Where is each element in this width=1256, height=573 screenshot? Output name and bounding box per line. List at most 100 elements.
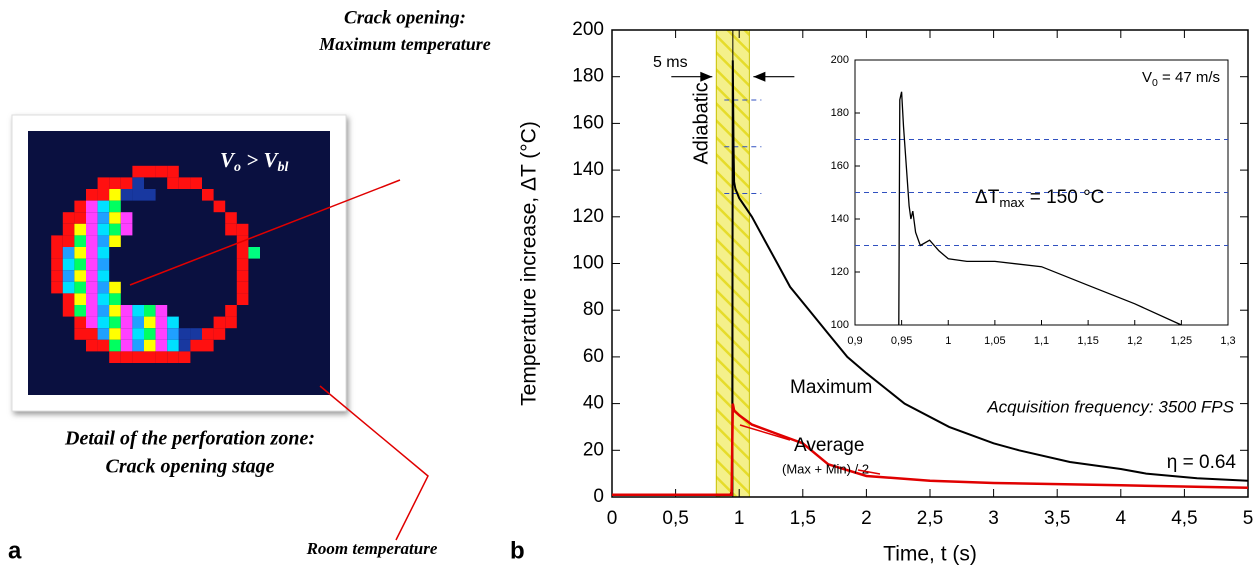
- y-tick-label: 120: [831, 266, 849, 278]
- annotation-part: = 150 °C: [1024, 187, 1104, 208]
- caption: Detail of the perforation zone:: [64, 428, 315, 450]
- pixel: [86, 305, 98, 317]
- annotation: 5 ms: [653, 54, 688, 71]
- pixel: [98, 212, 110, 224]
- x-tick-label: 3,5: [1044, 508, 1070, 529]
- pixel: [86, 247, 98, 259]
- pixel: [63, 235, 75, 247]
- x-tick-label: 0: [607, 508, 618, 529]
- y-tick-label: 180: [831, 107, 849, 119]
- pixel: [167, 340, 179, 352]
- y-tick-label: 60: [583, 346, 604, 367]
- y-tick-label: 140: [831, 213, 849, 225]
- pixel: [121, 224, 133, 236]
- pixel: [109, 328, 121, 340]
- pixel: [74, 328, 86, 340]
- pixel: [74, 259, 86, 271]
- x-tick-label: 2,5: [917, 508, 943, 529]
- pixel: [98, 282, 110, 294]
- label: Crack opening:: [344, 7, 466, 28]
- pixel: [202, 328, 214, 340]
- pixel: [167, 166, 179, 178]
- pixel: [144, 340, 156, 352]
- pixel: [167, 317, 179, 329]
- pixel: [144, 317, 156, 329]
- pixel: [51, 270, 63, 282]
- pixel: [167, 328, 179, 340]
- y-tick-label: 80: [583, 299, 604, 320]
- pixel: [109, 305, 121, 317]
- pixel: [63, 259, 75, 271]
- pixel: [86, 235, 98, 247]
- pixel: [51, 235, 63, 247]
- pixel: [86, 224, 98, 236]
- pixel: [121, 351, 133, 363]
- y-tick-label: 160: [572, 112, 604, 133]
- annotation: Acquisition frequency: 3500 FPS: [986, 397, 1234, 416]
- x-tick-label: 1: [945, 335, 951, 347]
- caption: Crack opening stage: [106, 456, 275, 478]
- pixel: [121, 305, 133, 317]
- series-label: Average: [794, 435, 864, 456]
- pixel: [74, 235, 86, 247]
- pixel: [74, 305, 86, 317]
- pixel: [109, 224, 121, 236]
- annotation: η = 0.64: [1167, 452, 1237, 473]
- pixel: [156, 305, 168, 317]
- pixel: [144, 189, 156, 201]
- label-sub: o: [234, 160, 241, 175]
- annotation-part: V: [1142, 69, 1152, 86]
- y-tick-label: 120: [572, 206, 604, 227]
- pixel: [121, 340, 133, 352]
- pixel: [144, 305, 156, 317]
- pixel: [190, 177, 202, 189]
- pixel: [109, 177, 121, 189]
- pixel: [98, 340, 110, 352]
- pixel: [132, 340, 144, 352]
- pixel: [74, 247, 86, 259]
- pixel: [179, 328, 191, 340]
- pixel: [202, 340, 214, 352]
- pixel: [156, 317, 168, 329]
- pixel: [132, 317, 144, 329]
- pixel: [179, 177, 191, 189]
- pixel: [86, 282, 98, 294]
- pixel: [63, 212, 75, 224]
- y-tick-label: 40: [583, 393, 604, 414]
- pixel: [98, 247, 110, 259]
- pixel: [190, 340, 202, 352]
- pixel: [132, 177, 144, 189]
- pixel: [214, 328, 226, 340]
- pixel: [156, 166, 168, 178]
- band-label: Adiabatic: [691, 82, 713, 164]
- y-tick-label: 200: [831, 54, 849, 66]
- annotation-sub: max: [999, 195, 1024, 210]
- pixel: [109, 340, 121, 352]
- pixel: [98, 293, 110, 305]
- label-sub: bl: [278, 160, 289, 175]
- pixel: [190, 328, 202, 340]
- pixel: [74, 282, 86, 294]
- pixel: [225, 317, 237, 329]
- pixel: [167, 351, 179, 363]
- x-tick-label: 5: [1243, 508, 1254, 529]
- x-tick-label: 1,3: [1220, 335, 1235, 347]
- pixel: [214, 317, 226, 329]
- pixel: [98, 305, 110, 317]
- pixel: [248, 247, 260, 259]
- pixel: [109, 351, 121, 363]
- pixel: [86, 340, 98, 352]
- pixel: [86, 189, 98, 201]
- figure: Crack opening: Maximum temperature Vo > …: [0, 0, 1256, 573]
- pixel: [144, 166, 156, 178]
- pixel: [86, 259, 98, 271]
- pixel: [144, 328, 156, 340]
- pixel: [109, 189, 121, 201]
- x-tick-label: 1: [734, 508, 745, 529]
- pixel: [167, 177, 179, 189]
- x-tick-label: 4,5: [1171, 508, 1197, 529]
- pixel: [156, 351, 168, 363]
- pixel: [109, 212, 121, 224]
- pixel: [98, 270, 110, 282]
- pixel: [86, 317, 98, 329]
